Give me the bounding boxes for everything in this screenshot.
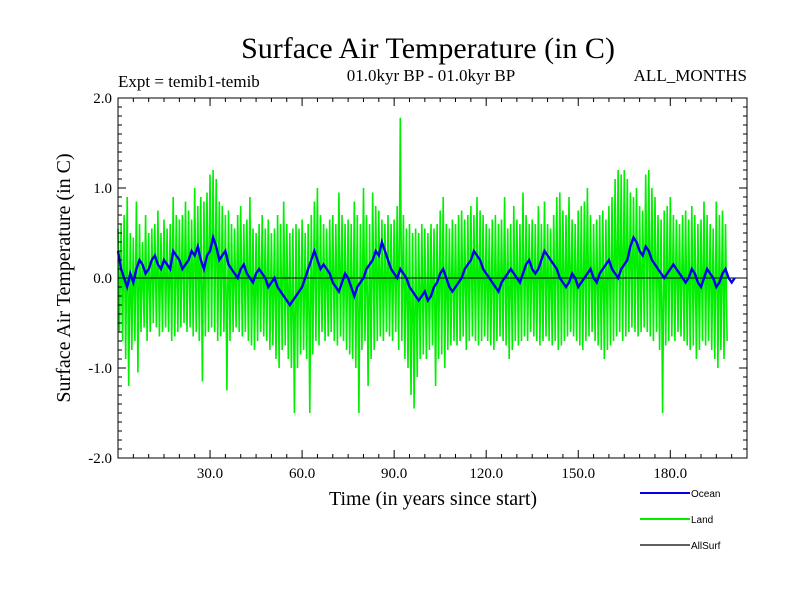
legend: Ocean Land AllSurf [640,489,721,552]
period-label: 01.0kyr BP - 01.0kyr BP [347,66,515,85]
y-tick-label: -1.0 [88,361,112,377]
legend-label-land: Land [691,515,713,526]
land-series-line [117,117,728,414]
chart-title: Surface Air Temperature (in C) [241,32,615,65]
x-tick-label: 150.0 [561,466,595,482]
legend-label-ocean: Ocean [691,489,720,500]
x-tick-label: 60.0 [289,466,315,482]
x-tick-label: 180.0 [653,466,687,482]
x-axis-label: Time (in years since start) [329,488,537,510]
months-label: ALL_MONTHS [634,66,747,85]
x-tick-label: 30.0 [197,466,223,482]
y-tick-label: 0.0 [93,271,112,287]
experiment-label: Expt = temib1-temib [118,72,260,91]
ocean-series-line [116,233,736,308]
legend-label-allsurf: AllSurf [691,541,721,552]
y-tick-label: -2.0 [88,451,112,467]
plot-area [116,117,747,414]
y-tick-label: 2.0 [93,91,112,107]
x-tick-label: 90.0 [381,466,407,482]
x-tick-label: 120.0 [469,466,503,482]
axes: 30.0 60.0 90.0 120.0 150.0 180.0 -2.0 -1.0 0.0 1.… [88,91,748,482]
y-axis-label: Surface Air Temperature (in C) [53,153,75,402]
y-tick-label: 1.0 [93,181,112,197]
